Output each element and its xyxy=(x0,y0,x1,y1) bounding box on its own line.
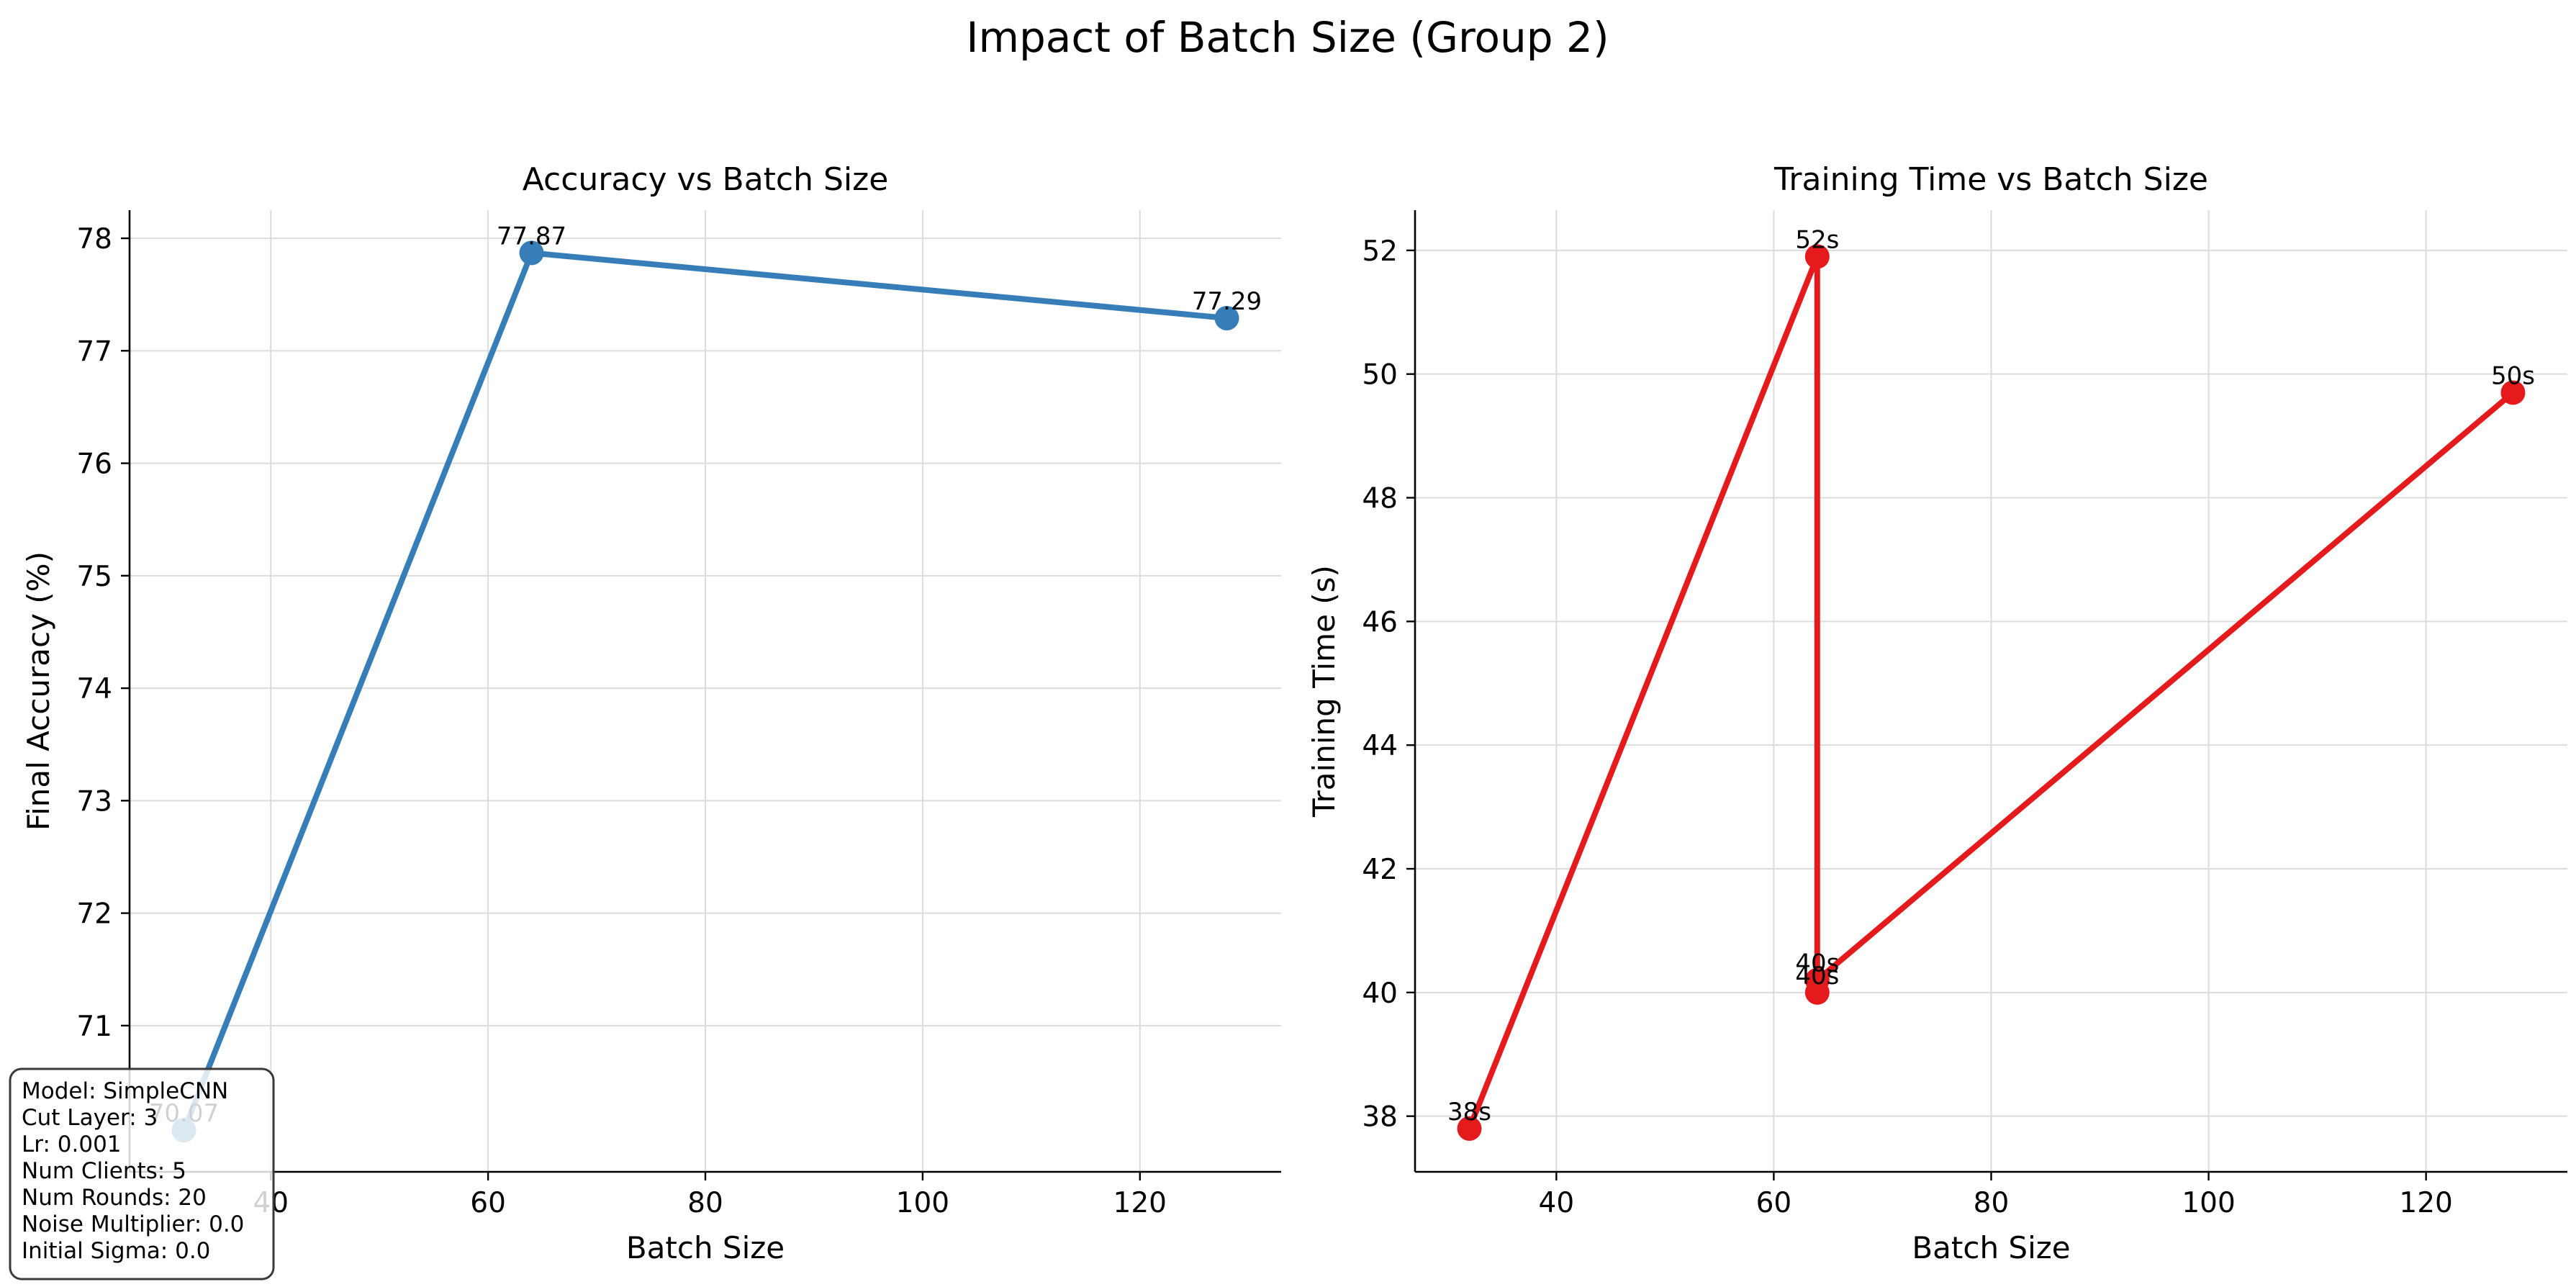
info-line-num-rounds: Num Rounds: 20 xyxy=(22,1185,207,1211)
training-time-y-tick-label: 50 xyxy=(1362,359,1398,392)
accuracy-y-tick-label: 76 xyxy=(76,448,112,481)
training-time-chart-title: Training Time vs Batch Size xyxy=(1773,161,2208,198)
training-time-data-label: 38s xyxy=(1447,1098,1491,1126)
accuracy-y-tick-label: 71 xyxy=(76,1011,112,1043)
training-time-x-tick-label: 100 xyxy=(2182,1187,2235,1219)
training-time-y-tick-label: 52 xyxy=(1362,235,1398,268)
training-time-points xyxy=(1457,244,2526,1141)
training-time-y-axis-label: Training Time (s) xyxy=(1306,565,1342,818)
training-time-data-point xyxy=(1457,1116,1482,1141)
training-time-data-label: 52s xyxy=(1795,225,1839,254)
training-time-x-tick-label: 60 xyxy=(1756,1187,1792,1219)
info-line-num-clients: Num Clients: 5 xyxy=(22,1158,186,1184)
training-time-y-tick-label: 38 xyxy=(1362,1101,1398,1134)
training-time-y-tick-label: 40 xyxy=(1362,977,1398,1010)
info-line-model: Model: SimpleCNN xyxy=(22,1078,228,1104)
training-time-x-ticks: 40 60 80 100 120 xyxy=(1539,1172,2453,1219)
training-time-data-label: 40s xyxy=(1795,949,1839,978)
accuracy-y-tick-label: 75 xyxy=(76,561,112,593)
accuracy-x-tick-label: 80 xyxy=(687,1187,723,1219)
figure-suptitle: Impact of Batch Size (Group 2) xyxy=(966,13,1609,62)
training-time-y-ticks: 38 40 42 44 46 48 50 52 xyxy=(1362,235,1415,1134)
training-time-y-tick-label: 42 xyxy=(1362,854,1398,886)
training-time-data-label: 50s xyxy=(2491,361,2535,390)
training-time-y-tick-label: 46 xyxy=(1362,606,1398,638)
accuracy-x-tick-label: 120 xyxy=(1113,1187,1167,1219)
training-time-data-point xyxy=(2500,380,2526,405)
training-time-y-tick-label: 48 xyxy=(1362,483,1398,515)
accuracy-y-tick-label: 72 xyxy=(76,898,112,931)
accuracy-y-tick-label: 77 xyxy=(76,335,112,368)
accuracy-y-tick-label: 78 xyxy=(76,223,112,256)
config-info-box: Model: SimpleCNN Cut Layer: 3 Lr: 0.001 … xyxy=(9,1067,275,1281)
training-time-x-tick-label: 80 xyxy=(1974,1187,2010,1219)
accuracy-data-point xyxy=(1214,306,1239,331)
accuracy-y-tick-label: 74 xyxy=(76,673,112,705)
accuracy-chart-title: Accuracy vs Batch Size xyxy=(523,161,889,198)
accuracy-grid xyxy=(130,210,1281,1172)
accuracy-y-axis-label: Final Accuracy (%) xyxy=(21,551,56,831)
accuracy-x-axis-label: Batch Size xyxy=(626,1230,785,1265)
accuracy-data-label: 77.29 xyxy=(1192,287,1262,316)
accuracy-x-tick-label: 100 xyxy=(896,1187,949,1219)
training-time-x-tick-label: 40 xyxy=(1539,1187,1575,1219)
config-info-box-frame xyxy=(9,1067,275,1281)
training-time-x-tick-label: 120 xyxy=(2399,1187,2452,1219)
accuracy-y-ticks: 71 72 73 74 75 76 77 78 xyxy=(76,223,130,1043)
info-line-cut-layer: Cut Layer: 3 xyxy=(22,1105,158,1131)
training-time-data-label: 40s xyxy=(1795,962,1839,990)
info-line-lr: Lr: 0.001 xyxy=(22,1132,122,1157)
accuracy-y-tick-label: 73 xyxy=(76,785,112,818)
info-line-noise-multiplier: Noise Multiplier: 0.0 xyxy=(22,1211,244,1237)
training-time-data-point xyxy=(1804,244,1830,269)
training-time-x-axis-label: Batch Size xyxy=(1912,1230,2070,1265)
accuracy-x-tick-label: 60 xyxy=(470,1187,506,1219)
accuracy-data-label: 77.87 xyxy=(497,222,566,250)
training-time-y-tick-label: 44 xyxy=(1362,730,1398,762)
training-time-data-point xyxy=(1804,967,1830,993)
accuracy-data-point xyxy=(519,240,544,266)
info-line-initial-sigma: Initial Sigma: 0.0 xyxy=(22,1238,210,1264)
training-time-grid xyxy=(1415,210,2567,1172)
